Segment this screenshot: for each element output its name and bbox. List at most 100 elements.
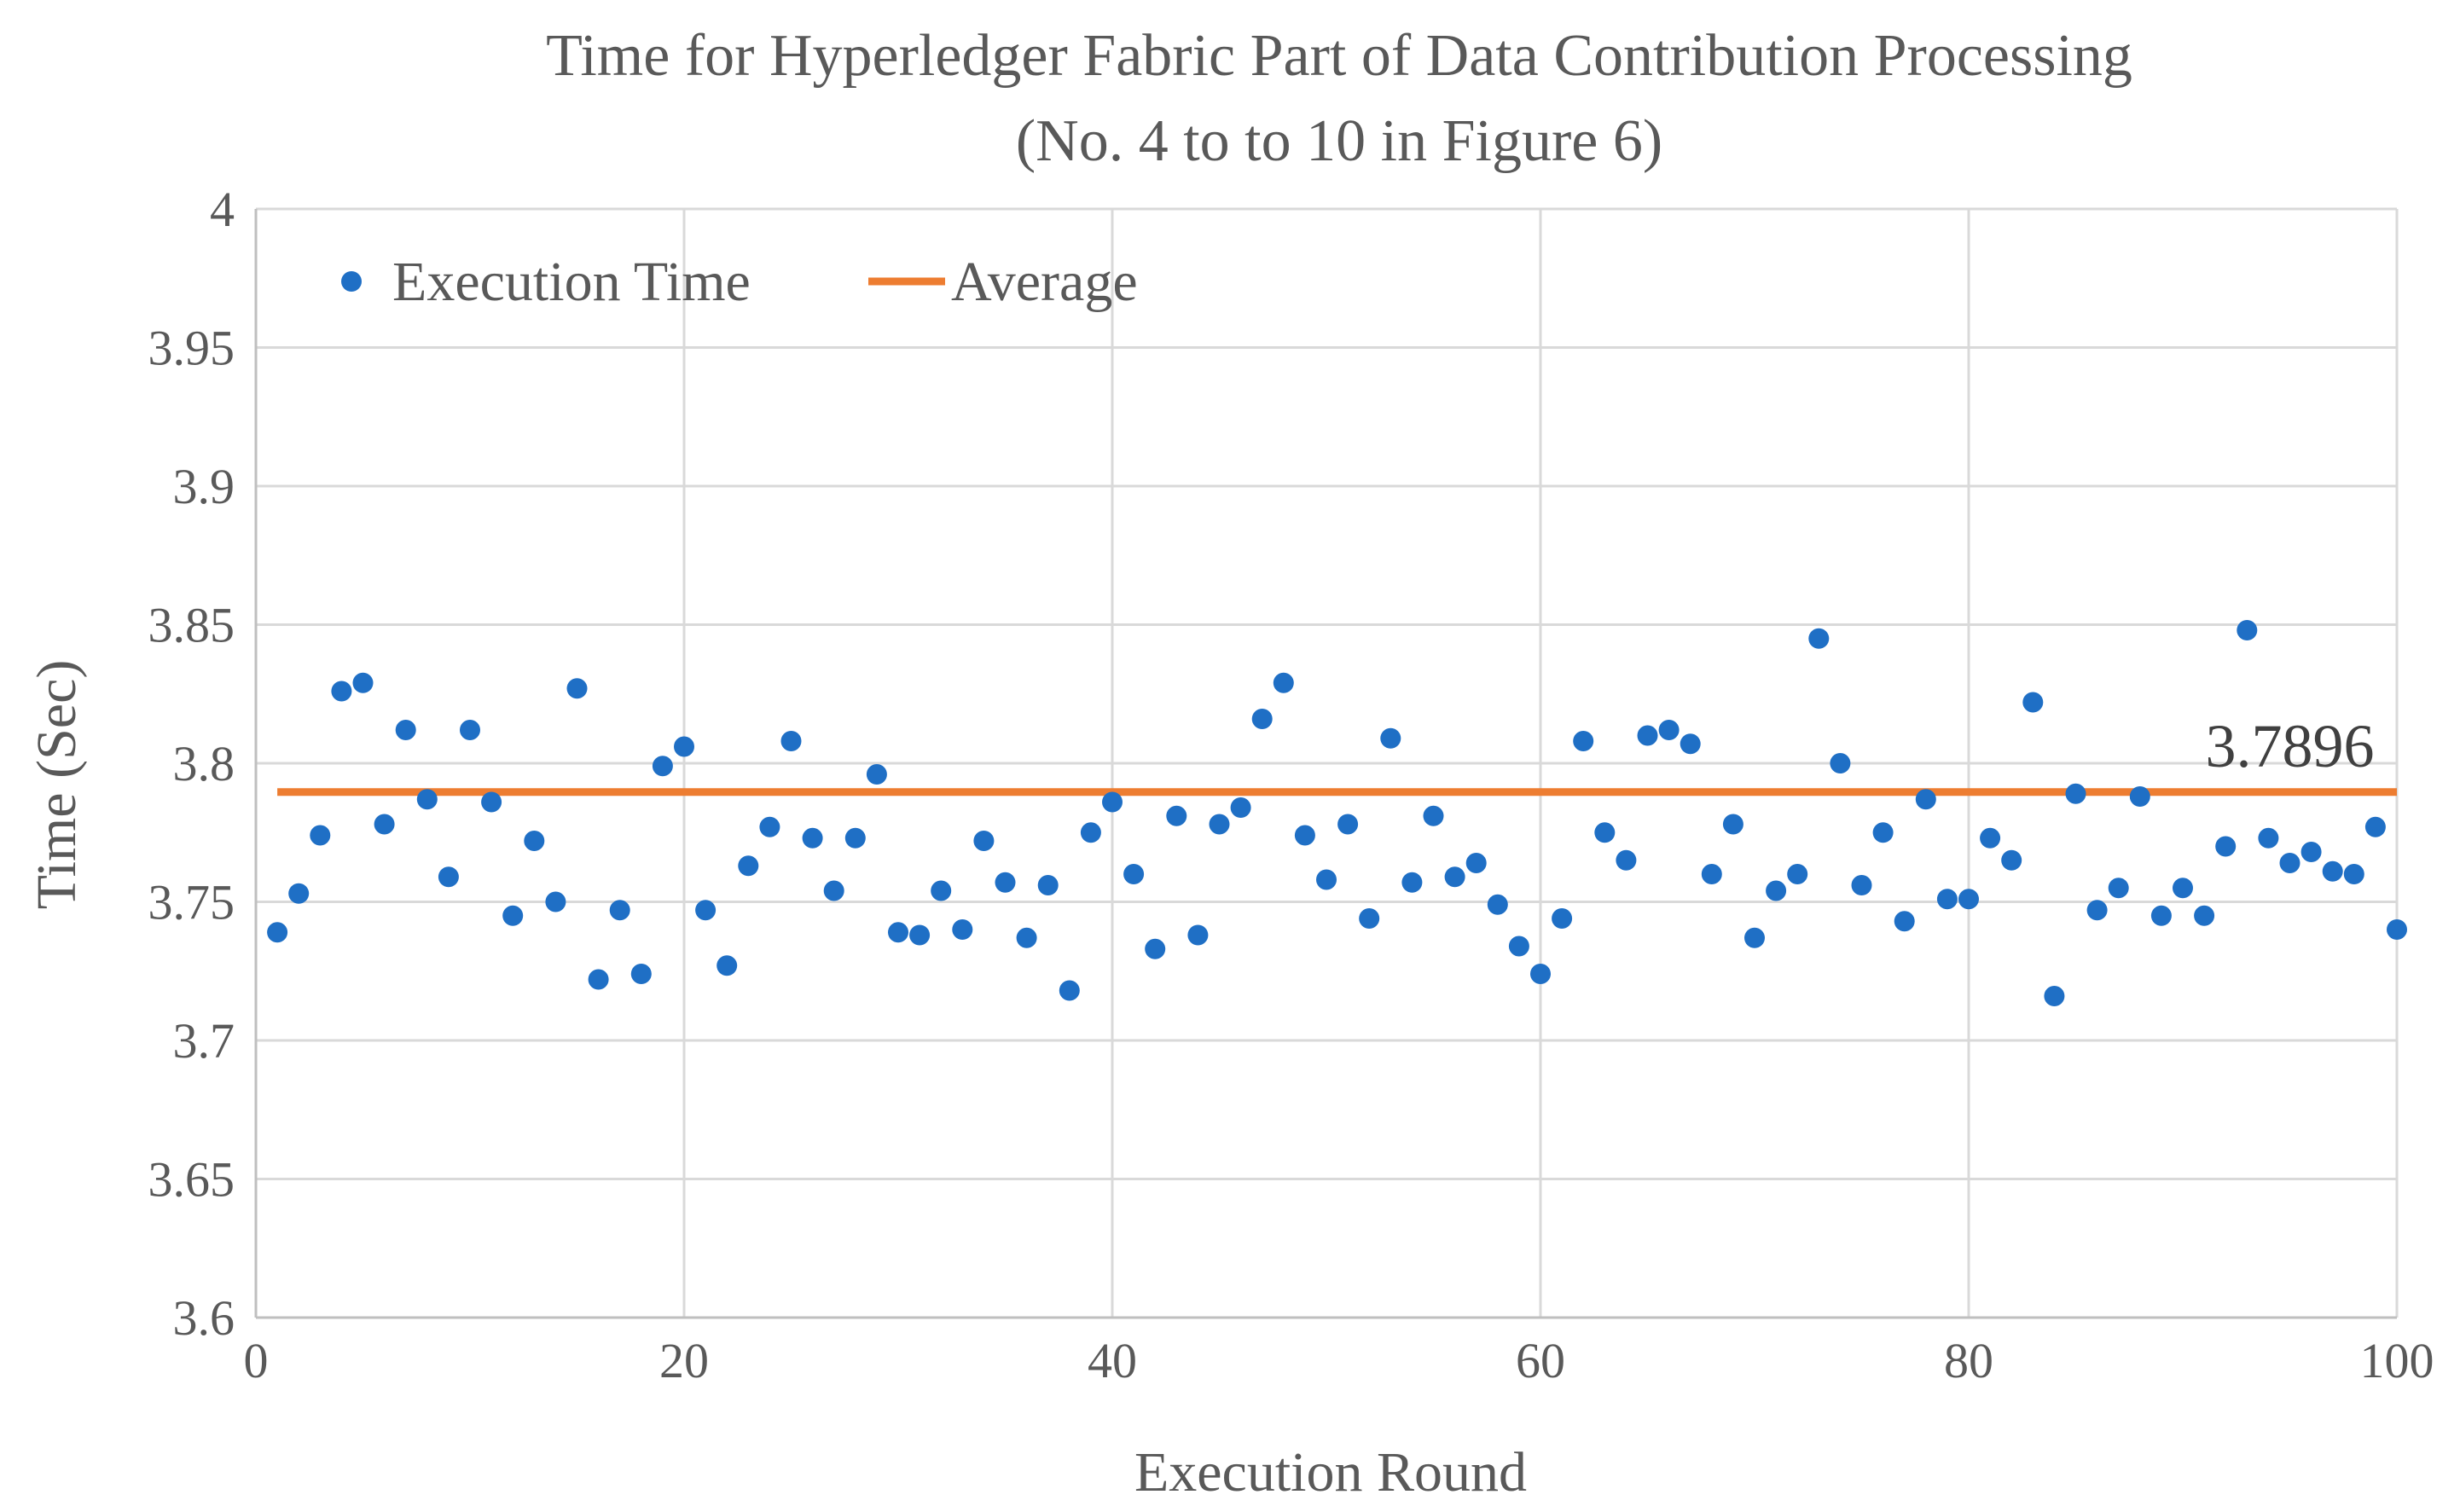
- data-point: [759, 816, 780, 837]
- data-point: [695, 900, 717, 921]
- data-point: [438, 866, 459, 888]
- data-point: [717, 955, 738, 976]
- x-tick-label: 0: [244, 1333, 269, 1388]
- data-point: [2129, 786, 2150, 807]
- data-point: [1573, 731, 1594, 751]
- data-point: [1316, 869, 1337, 890]
- data-point: [1766, 880, 1787, 901]
- data-point: [952, 919, 973, 940]
- data-point: [2300, 842, 2322, 862]
- data-point: [2173, 878, 2193, 899]
- data-point: [1080, 822, 1101, 843]
- data-point: [524, 831, 545, 851]
- data-point: [2279, 853, 2300, 873]
- data-point: [1102, 791, 1123, 813]
- data-point: [652, 756, 673, 777]
- data-point: [1616, 849, 1637, 871]
- data-point: [866, 764, 887, 785]
- data-point: [588, 969, 609, 990]
- data-point: [780, 731, 802, 751]
- data-point: [738, 855, 759, 877]
- data-point: [1980, 827, 2001, 849]
- y-tick-label: 3.95: [148, 321, 235, 376]
- data-point: [566, 678, 588, 699]
- data-point: [2322, 860, 2343, 882]
- data-point: [2237, 620, 2258, 640]
- data-point: [2065, 783, 2086, 804]
- data-point: [1658, 720, 1680, 740]
- data-point: [1337, 814, 1359, 835]
- y-tick-label: 3.6: [173, 1290, 235, 1346]
- data-point: [1187, 924, 1209, 946]
- data-point: [1530, 964, 1551, 984]
- data-point: [2387, 919, 2407, 940]
- data-point: [1251, 709, 1273, 729]
- data-point: [1166, 805, 1187, 826]
- data-point: [1722, 814, 1743, 835]
- y-tick-label: 3.7: [173, 1013, 235, 1069]
- data-point: [1487, 894, 1508, 915]
- data-point: [802, 827, 823, 849]
- data-point: [2343, 864, 2364, 884]
- x-tick-label: 80: [1944, 1333, 1993, 1388]
- data-point: [267, 922, 288, 943]
- data-point: [1787, 864, 1808, 884]
- data-point: [1294, 825, 1315, 846]
- data-point: [1145, 938, 1166, 959]
- data-point: [1552, 908, 1573, 929]
- data-point: [1037, 875, 1059, 895]
- annotations: 3.7896: [2206, 712, 2375, 780]
- x-tick-label: 100: [2360, 1333, 2434, 1388]
- y-axis-title: Time (Sec): [26, 660, 88, 910]
- data-point: [1872, 822, 1894, 843]
- data-point: [331, 681, 352, 702]
- execution-time-series: [267, 620, 2407, 1006]
- data-point: [1423, 805, 1444, 826]
- data-point: [823, 880, 844, 901]
- data-point: [995, 872, 1016, 893]
- data-point: [1209, 814, 1230, 835]
- data-point: [374, 814, 395, 835]
- data-point: [2044, 986, 2065, 1006]
- x-tick-label: 20: [659, 1333, 709, 1388]
- y-tick-label: 3.85: [148, 598, 235, 653]
- data-point: [1465, 853, 1487, 873]
- legend-label-average: Average: [951, 251, 1138, 313]
- data-point: [1123, 864, 1145, 884]
- data-point: [1744, 927, 1765, 948]
- chart-title-line2: (No. 4 to to 10 in Figure 6): [1016, 108, 1662, 174]
- data-point: [1359, 908, 1380, 929]
- y-tick-label: 3.65: [148, 1152, 235, 1208]
- data-point: [1830, 753, 1851, 773]
- data-point: [1273, 672, 1294, 693]
- data-point: [288, 883, 310, 904]
- data-point: [844, 827, 866, 849]
- gridlines: [254, 207, 2399, 1319]
- data-point: [1380, 727, 1401, 749]
- data-point: [609, 900, 630, 921]
- data-point: [630, 964, 652, 984]
- legend-label-execution-time: Execution Time: [392, 251, 751, 313]
- data-point: [460, 720, 480, 740]
- axes: [254, 209, 2397, 1319]
- y-tick-label: 4: [210, 182, 235, 237]
- data-point: [502, 905, 524, 926]
- data-point: [1059, 980, 1080, 1001]
- data-point: [973, 831, 995, 851]
- data-point: [1594, 822, 1616, 843]
- data-point: [909, 924, 931, 946]
- data-point: [416, 789, 438, 810]
- data-point: [1637, 725, 1658, 746]
- data-point: [352, 672, 374, 693]
- data-point: [888, 922, 908, 943]
- data-point: [395, 720, 416, 740]
- x-axis-title: Execution Round: [1134, 1441, 1527, 1503]
- data-point: [2194, 905, 2215, 926]
- data-point: [1680, 733, 1701, 755]
- data-point: [1401, 872, 1423, 893]
- data-point: [1016, 927, 1037, 948]
- data-point: [1915, 789, 1936, 810]
- data-point: [931, 880, 952, 901]
- data-point: [2001, 849, 2022, 871]
